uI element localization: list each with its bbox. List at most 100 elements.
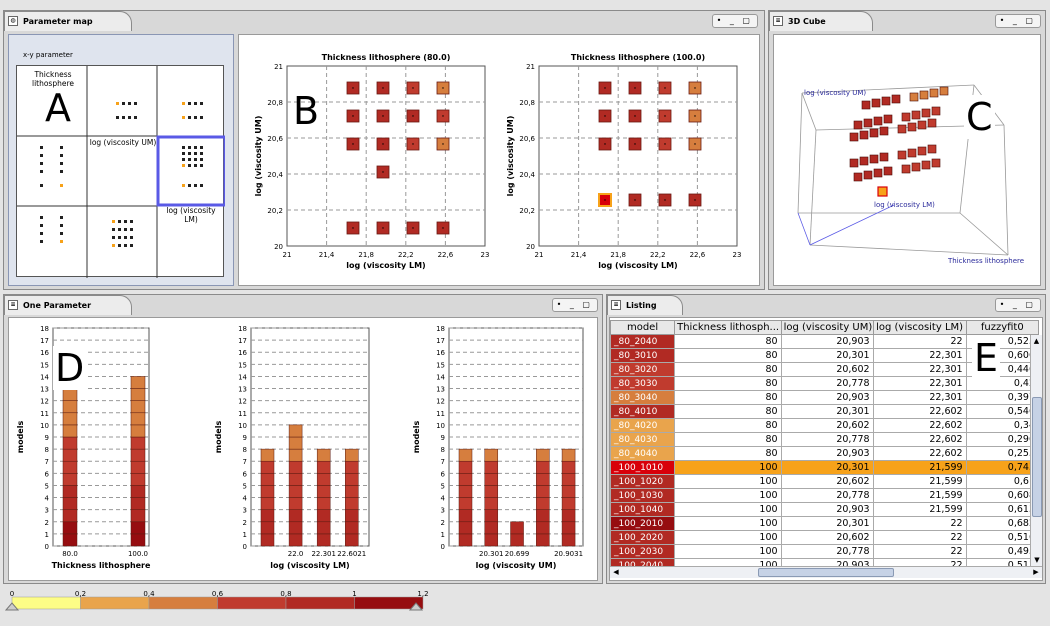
matrix-dot[interactable] xyxy=(40,232,43,235)
matrix-dot[interactable] xyxy=(188,116,191,119)
histogram-bar-segment[interactable] xyxy=(536,460,550,474)
histogram-bar-segment[interactable] xyxy=(62,473,78,486)
histogram-bar-segment[interactable] xyxy=(130,473,146,486)
histogram-bar-segment[interactable] xyxy=(345,533,359,547)
window-controls[interactable]: • _ ▢ xyxy=(994,14,1041,28)
histogram-bar-segment[interactable] xyxy=(536,509,550,523)
matrix-dot[interactable] xyxy=(40,240,43,243)
matrix-dot[interactable] xyxy=(130,244,133,247)
histogram-bar-segment[interactable] xyxy=(288,485,303,498)
histogram-bar-segment[interactable] xyxy=(288,473,303,486)
cube-point[interactable] xyxy=(881,96,891,106)
histogram-bar-segment[interactable] xyxy=(561,473,576,486)
cube-point[interactable] xyxy=(931,106,941,116)
cube-point[interactable] xyxy=(939,86,949,96)
histogram-bar-segment[interactable] xyxy=(62,533,78,547)
matrix-dot[interactable] xyxy=(60,170,63,173)
histogram-bar-segment[interactable] xyxy=(458,521,473,535)
table-row[interactable]: _100_2010 100 20,301 22 0,682 xyxy=(609,516,1040,531)
matrix-dot[interactable] xyxy=(200,152,203,155)
matrix-dot[interactable] xyxy=(124,228,127,231)
histogram-bar-segment[interactable] xyxy=(260,533,275,547)
cube-point[interactable] xyxy=(871,98,881,108)
histogram-bar-segment[interactable] xyxy=(288,497,303,510)
matrix-dot[interactable] xyxy=(112,236,115,239)
matrix-dot[interactable] xyxy=(60,146,63,149)
cube-point[interactable] xyxy=(879,152,889,162)
matrix-dot[interactable] xyxy=(188,102,191,105)
matrix-dot[interactable] xyxy=(182,146,185,149)
matrix-dot[interactable] xyxy=(40,184,43,187)
histogram-bar-segment[interactable] xyxy=(484,473,499,486)
histogram-bar-segment[interactable] xyxy=(130,509,146,523)
histogram-bar-segment[interactable] xyxy=(62,424,78,438)
cube-point[interactable] xyxy=(849,132,859,142)
histogram-bar-segment[interactable] xyxy=(260,460,275,474)
table-row[interactable]: _100_1030 100 20,778 21,599 0,608 xyxy=(609,488,1040,503)
histogram-bar-segment[interactable] xyxy=(536,497,550,510)
matrix-dot[interactable] xyxy=(134,102,137,105)
table-row[interactable]: _80_4030 80 20,778 22,602 0,296 xyxy=(609,432,1040,447)
matrix-dot[interactable] xyxy=(188,184,191,187)
column-header-thickness[interactable]: Thickness lithosph... ▲ xyxy=(674,320,782,335)
histogram-bar-segment[interactable] xyxy=(316,473,331,486)
matrix-dot[interactable] xyxy=(194,158,197,161)
matrix-dot[interactable] xyxy=(112,228,115,231)
histogram-bar-segment[interactable] xyxy=(458,473,473,486)
scroll-down-arrow[interactable]: ▼ xyxy=(1034,556,1040,564)
histogram-bar-segment[interactable] xyxy=(484,533,499,547)
histogram-bar-segment[interactable] xyxy=(536,485,550,498)
cube-point[interactable] xyxy=(921,160,931,170)
histogram-bar-segment[interactable] xyxy=(62,388,78,401)
histogram-bar-segment[interactable] xyxy=(288,533,303,547)
horizontal-scrollbar[interactable]: ◀ ▶ xyxy=(610,566,1042,578)
cube-tab[interactable]: ≡ 3D Cube xyxy=(769,11,873,31)
histogram-bar-segment[interactable] xyxy=(316,485,331,498)
matrix-dot[interactable] xyxy=(128,102,131,105)
matrix-dot[interactable] xyxy=(60,154,63,157)
table-row[interactable]: _100_1010 100 20,301 21,599 0,743 xyxy=(609,460,1040,475)
histogram-bar-segment[interactable] xyxy=(130,460,146,474)
histogram-bar-segment[interactable] xyxy=(561,533,576,547)
histogram-bar-segment[interactable] xyxy=(62,460,78,474)
histogram-bar-segment[interactable] xyxy=(536,533,550,547)
histogram-bar-segment[interactable] xyxy=(260,509,275,523)
histogram-bar-segment[interactable] xyxy=(536,448,550,462)
cube-point[interactable] xyxy=(931,158,941,168)
matrix-dot[interactable] xyxy=(200,146,203,149)
cube-point[interactable] xyxy=(917,146,927,156)
histogram-bar-segment[interactable] xyxy=(288,424,303,438)
histogram-bar-segment[interactable] xyxy=(62,448,78,462)
matrix-dot[interactable] xyxy=(182,158,185,161)
histogram-bar-segment[interactable] xyxy=(130,424,146,438)
cube-point[interactable] xyxy=(883,114,893,124)
cube-point[interactable] xyxy=(883,166,893,176)
matrix-dot[interactable] xyxy=(182,102,185,105)
one-parameter-tab[interactable]: ≡ One Parameter xyxy=(4,295,132,315)
listing-tab[interactable]: ≡ Listing xyxy=(607,295,683,315)
scroll-left-arrow[interactable]: ◀ xyxy=(613,568,619,576)
histogram-bar-segment[interactable] xyxy=(458,485,473,498)
cube-point[interactable] xyxy=(927,118,937,128)
histogram-bar-segment[interactable] xyxy=(316,533,331,547)
table-row[interactable]: _80_4010 80 20,301 22,602 0,546 xyxy=(609,404,1040,419)
histogram-bar-segment[interactable] xyxy=(510,533,524,547)
window-controls[interactable]: • _ ▢ xyxy=(994,298,1041,312)
histogram-bar-segment[interactable] xyxy=(62,436,78,450)
cube-point[interactable] xyxy=(853,172,863,182)
cube-point[interactable] xyxy=(919,90,929,100)
cube-point[interactable] xyxy=(873,116,883,126)
histogram-bar-segment[interactable] xyxy=(288,436,303,450)
cube-point[interactable] xyxy=(929,88,939,98)
histogram-bar-segment[interactable] xyxy=(561,460,576,474)
matrix-dot[interactable] xyxy=(122,116,125,119)
histogram-bar-segment[interactable] xyxy=(458,448,473,462)
matrix-dot[interactable] xyxy=(182,152,185,155)
histogram-bar-segment[interactable] xyxy=(130,388,146,401)
histogram-bar-segment[interactable] xyxy=(62,509,78,523)
histogram-bar-segment[interactable] xyxy=(345,473,359,486)
matrix-dot[interactable] xyxy=(118,220,121,223)
cube-point[interactable] xyxy=(921,108,931,118)
histogram-bar-segment[interactable] xyxy=(561,497,576,510)
histogram-bar-segment[interactable] xyxy=(316,448,331,462)
